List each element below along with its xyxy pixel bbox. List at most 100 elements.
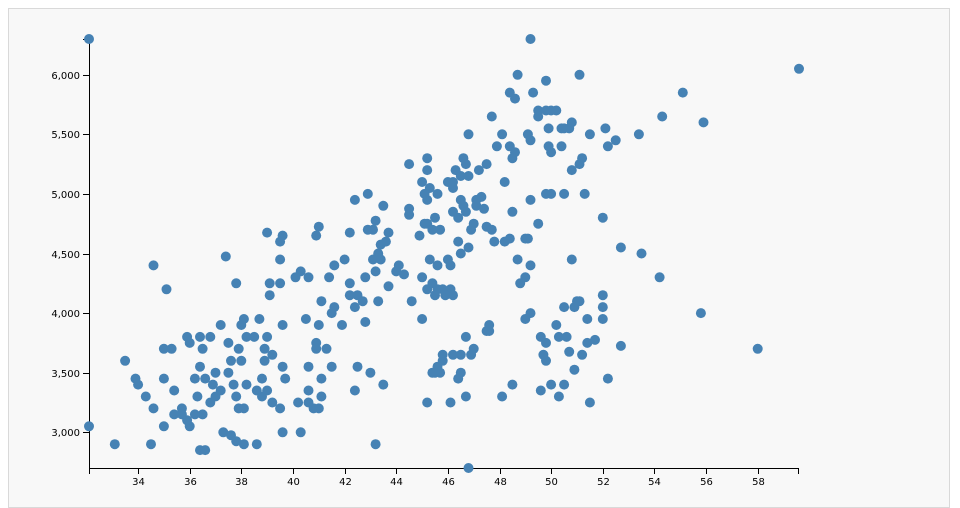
data-point bbox=[329, 302, 340, 313]
data-point bbox=[566, 254, 577, 265]
data-point bbox=[636, 248, 647, 259]
data-point bbox=[463, 242, 474, 253]
data-point bbox=[541, 337, 551, 348]
data-point bbox=[313, 221, 324, 232]
data-point bbox=[316, 296, 327, 307]
data-point bbox=[597, 212, 608, 223]
data-point bbox=[303, 397, 314, 408]
data-point bbox=[259, 343, 270, 354]
data-point bbox=[249, 331, 260, 342]
data-point bbox=[241, 331, 252, 342]
data-point bbox=[195, 361, 205, 372]
data-point bbox=[169, 385, 180, 396]
data-point bbox=[417, 314, 428, 324]
data-point bbox=[597, 314, 608, 324]
data-point bbox=[654, 272, 665, 283]
data-point bbox=[657, 111, 668, 122]
data-point bbox=[378, 379, 389, 390]
data-point bbox=[264, 290, 275, 301]
data-point bbox=[445, 260, 456, 271]
data-point bbox=[473, 165, 484, 176]
data-point bbox=[311, 230, 322, 241]
x-tick-label: 46 bbox=[442, 477, 455, 488]
data-point bbox=[215, 320, 226, 330]
data-point bbox=[569, 364, 580, 375]
data-point bbox=[399, 269, 409, 280]
data-point bbox=[339, 254, 350, 265]
data-point bbox=[584, 129, 595, 140]
data-point bbox=[360, 272, 371, 283]
data-point bbox=[303, 385, 314, 396]
data-point bbox=[430, 212, 440, 223]
data-point bbox=[507, 379, 518, 390]
data-point bbox=[546, 188, 557, 199]
data-point bbox=[504, 233, 515, 244]
data-point bbox=[200, 373, 211, 384]
data-point bbox=[615, 340, 626, 351]
data-point bbox=[525, 135, 536, 146]
data-point bbox=[677, 87, 688, 98]
data-point bbox=[564, 346, 575, 357]
data-point bbox=[84, 34, 94, 44]
data-point bbox=[277, 361, 288, 372]
data-point bbox=[406, 296, 417, 307]
data-point bbox=[427, 224, 438, 235]
data-point bbox=[189, 409, 200, 420]
data-point bbox=[427, 278, 438, 289]
data-point bbox=[512, 69, 523, 80]
data-point bbox=[448, 290, 458, 301]
data-point bbox=[368, 224, 378, 235]
data-point bbox=[504, 141, 515, 152]
data-point bbox=[499, 177, 510, 187]
data-point bbox=[84, 421, 94, 432]
data-point bbox=[463, 129, 474, 140]
data-point bbox=[497, 129, 508, 140]
data-point bbox=[380, 236, 391, 247]
data-point bbox=[231, 391, 242, 402]
data-point bbox=[752, 343, 763, 354]
data-point bbox=[582, 337, 593, 348]
x-tick-label: 58 bbox=[752, 477, 765, 488]
data-point bbox=[192, 391, 203, 402]
data-point bbox=[486, 224, 497, 235]
data-point bbox=[577, 153, 588, 164]
data-point bbox=[275, 254, 286, 265]
data-point bbox=[559, 302, 570, 313]
data-point bbox=[228, 379, 239, 390]
data-point bbox=[541, 75, 551, 86]
data-point bbox=[590, 334, 600, 345]
data-point bbox=[236, 355, 247, 366]
data-point bbox=[365, 367, 376, 378]
data-point bbox=[161, 284, 172, 295]
data-point bbox=[633, 129, 644, 140]
x-tick-label: 54 bbox=[648, 477, 661, 488]
data-point bbox=[528, 87, 539, 98]
data-point bbox=[615, 242, 626, 253]
data-point bbox=[414, 230, 425, 241]
data-point bbox=[507, 153, 518, 164]
x-tick-label: 40 bbox=[287, 477, 300, 488]
data-point bbox=[259, 355, 270, 366]
data-point bbox=[182, 415, 193, 426]
data-point bbox=[559, 379, 570, 390]
data-point bbox=[510, 93, 520, 104]
data-point bbox=[329, 260, 340, 271]
data-point bbox=[195, 331, 205, 342]
data-point bbox=[277, 320, 288, 330]
data-point bbox=[233, 343, 244, 354]
data-point bbox=[455, 248, 466, 259]
data-point bbox=[515, 278, 526, 289]
data-point bbox=[370, 439, 381, 450]
data-point bbox=[512, 254, 523, 265]
data-point bbox=[476, 191, 487, 202]
data-point bbox=[197, 409, 208, 420]
data-point bbox=[507, 206, 518, 217]
data-point bbox=[525, 194, 536, 205]
data-point bbox=[566, 165, 577, 176]
data-point bbox=[280, 373, 291, 384]
data-point bbox=[262, 331, 273, 342]
x-axis: 34 36 38 40 42 44 46 48 50 52 54 56 58 bbox=[89, 468, 799, 488]
data-point bbox=[424, 254, 435, 265]
data-point bbox=[238, 403, 249, 414]
